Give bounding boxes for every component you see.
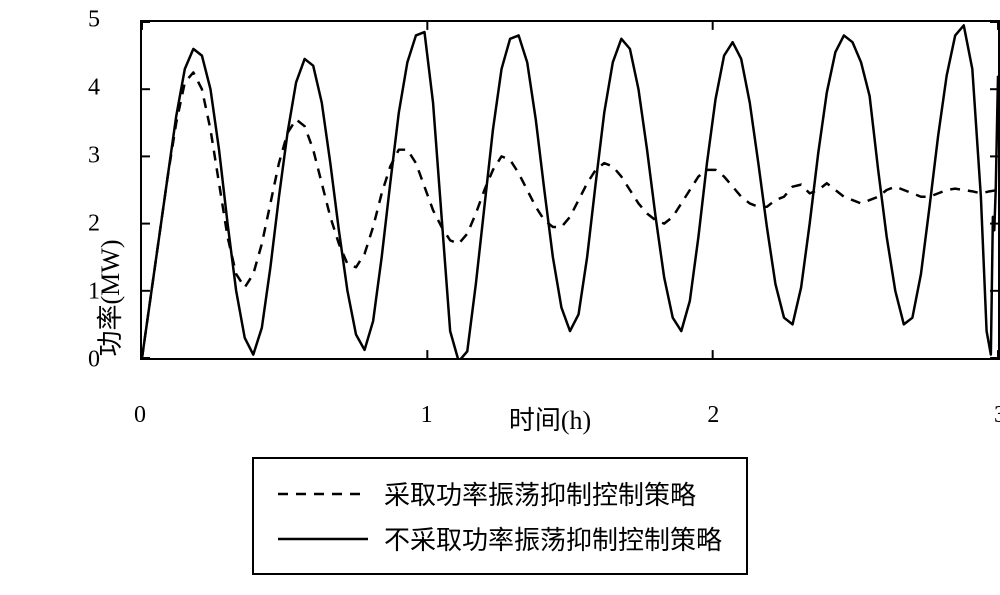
series-with_control [142, 72, 998, 358]
y-tick-label: 4 [70, 75, 100, 102]
legend-line-sample [278, 481, 368, 507]
y-tick-label: 1 [70, 279, 100, 306]
x-tick-label: 3 [994, 402, 1000, 429]
plot-area [140, 20, 1000, 360]
legend-label: 不采取功率振荡抑制控制策略 [384, 520, 722, 557]
power-chart-figure: 功率(MW) 012345 0123 时间(h) 采取功率振荡抑制控制策略不采取… [20, 20, 980, 575]
series-without_control [142, 25, 998, 358]
y-tick-label: 0 [70, 347, 100, 374]
legend-label: 采取功率振荡抑制控制策略 [384, 475, 696, 512]
legend-line-sample [278, 526, 368, 552]
legend: 采取功率振荡抑制控制策略不采取功率振荡抑制控制策略 [252, 457, 748, 575]
x-tick-label: 2 [707, 402, 719, 429]
chart-svg [142, 22, 998, 358]
x-tick-label: 1 [421, 402, 433, 429]
y-tick-label: 5 [70, 7, 100, 34]
y-tick-label: 2 [70, 211, 100, 238]
legend-row-with_control: 采取功率振荡抑制控制策略 [278, 471, 722, 516]
x-tick-label: 0 [134, 402, 146, 429]
x-axis-label: 时间(h) [140, 400, 960, 437]
legend-row-without_control: 不采取功率振荡抑制控制策略 [278, 516, 722, 561]
y-tick-label: 3 [70, 143, 100, 170]
